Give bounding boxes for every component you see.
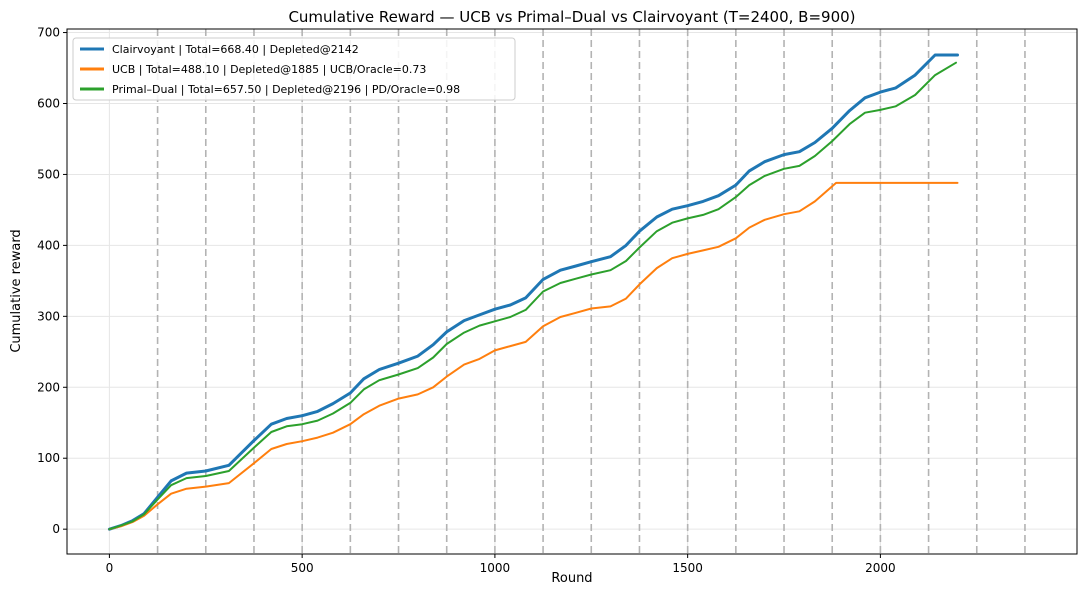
tick-layer: 0 500 1000 1500 2000 0 100 200 300 400 500 600 700 bbox=[37, 26, 896, 575]
x-tick-label: 0 bbox=[106, 561, 114, 575]
y-tick-label: 400 bbox=[37, 238, 60, 252]
legend-entry-clairvoyant: Clairvoyant | Total=668.40 | Depleted@21… bbox=[112, 43, 359, 56]
y-tick-label: 500 bbox=[37, 167, 60, 181]
series-layer bbox=[107, 53, 959, 531]
y-tick-label: 0 bbox=[52, 522, 60, 536]
y-tick-label: 700 bbox=[37, 26, 60, 40]
legend: Clairvoyant | Total=668.40 | Depleted@21… bbox=[72, 37, 516, 101]
y-tick-label: 100 bbox=[37, 451, 60, 465]
y-tick-label: 300 bbox=[37, 309, 60, 323]
x-tick-label: 1500 bbox=[672, 561, 703, 575]
plot-frame bbox=[66, 28, 1078, 555]
legend-entry-ucb: UCB | Total=488.10 | Depleted@1885 | UCB… bbox=[112, 63, 426, 76]
legend-box bbox=[72, 37, 516, 101]
x-axis-label: Round bbox=[551, 571, 592, 586]
x-tick-label: 500 bbox=[291, 561, 314, 575]
series-line-clairvoyant bbox=[107, 53, 959, 531]
grid-layer bbox=[67, 29, 1077, 554]
series-line-primal-dual bbox=[108, 61, 957, 531]
series-line-ucb bbox=[108, 181, 959, 531]
y-axis-label: Cumulative reward bbox=[9, 229, 24, 352]
x-tick-label: 2000 bbox=[865, 561, 896, 575]
y-tick-label: 200 bbox=[37, 380, 60, 394]
legend-entry-primal-dual: Primal–Dual | Total=657.50 | Depleted@21… bbox=[112, 83, 460, 96]
chart-title: Cumulative Reward — UCB vs Primal–Dual v… bbox=[288, 8, 855, 26]
y-tick-label: 600 bbox=[37, 96, 60, 110]
x-tick-label: 1000 bbox=[480, 561, 511, 575]
